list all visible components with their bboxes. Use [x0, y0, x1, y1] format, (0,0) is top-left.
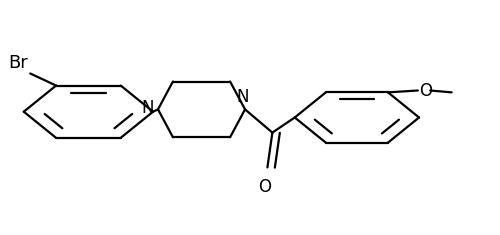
Text: O: O: [258, 178, 272, 196]
Text: Br: Br: [8, 54, 28, 72]
Text: N: N: [142, 99, 154, 117]
Text: O: O: [420, 82, 432, 99]
Text: N: N: [236, 88, 249, 106]
